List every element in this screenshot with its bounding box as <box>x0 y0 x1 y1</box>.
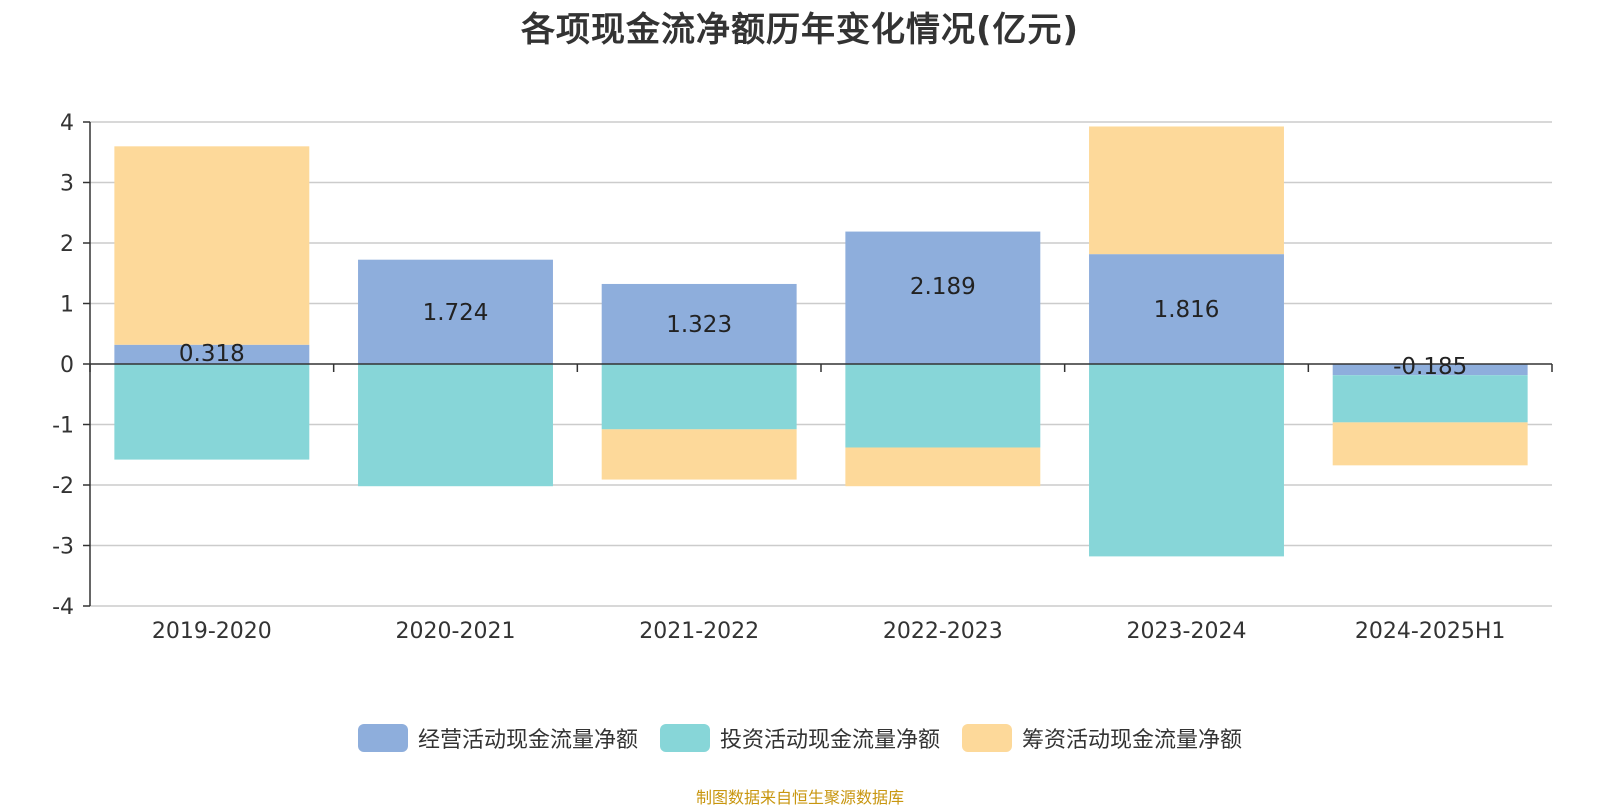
y-tick-label: -2 <box>52 474 74 499</box>
bar-series-2-4 <box>1089 126 1284 255</box>
data-label: 1.816 <box>1154 297 1220 323</box>
data-label: 2.189 <box>910 274 976 300</box>
y-tick-label: 0 <box>60 353 74 378</box>
bar-series-0-4 <box>1089 254 1284 364</box>
bar-series-1-2 <box>601 364 797 430</box>
legend-swatch <box>962 724 1012 752</box>
bar-series-2-3 <box>845 447 1041 487</box>
axes: -4 -3 -2 -1 0 1 2 3 4 <box>52 111 1553 620</box>
bar-series-1-3 <box>845 364 1041 448</box>
legend-item-0[interactable]: 经营活动现金流量净额 <box>357 722 638 754</box>
x-tick-label: 2023-2024 <box>1127 619 1247 644</box>
bar-series-1-5 <box>1332 375 1528 423</box>
bar-series-0-1 <box>358 259 553 364</box>
data-label: 1.724 <box>423 300 489 326</box>
y-tick-label: -4 <box>52 595 74 620</box>
legend: 经营活动现金流量净额 投资活动现金流量净额 筹资活动现金流量净额 <box>0 722 1600 754</box>
bar-series-1-1 <box>358 364 553 487</box>
y-tick-label: 1 <box>60 293 74 318</box>
bar-layer <box>114 126 1528 557</box>
x-tick-label: 2021-2022 <box>639 619 759 644</box>
data-label: -0.185 <box>1393 354 1467 380</box>
bar-series-0-5 <box>1332 364 1528 376</box>
bar-series-1-0 <box>114 364 310 460</box>
bar-series-2-5 <box>1332 422 1528 466</box>
legend-label: 筹资活动现金流量净额 <box>1022 728 1243 753</box>
y-tick-label: 3 <box>60 172 74 197</box>
bar-series-0-3 <box>845 231 1041 364</box>
legend-swatch <box>659 724 710 752</box>
grid-lines <box>90 121 1552 607</box>
chart-title: 各项现金流净额历年变化情况(亿元) <box>520 10 1080 50</box>
data-label: 1.323 <box>666 312 732 338</box>
legend-swatch <box>357 724 408 752</box>
legend-item-1[interactable]: 投资活动现金流量净额 <box>659 722 940 754</box>
data-labels: 2019-2020 2020-2021 2021-2022 2022-2023 2023… <box>152 274 1506 644</box>
y-tick-label: -3 <box>52 535 74 560</box>
bar-series-1-4 <box>1089 364 1284 557</box>
y-tick-label: 2 <box>60 232 74 257</box>
source-note: 制图数据来自恒生聚源数据库 <box>695 788 904 807</box>
bar-series-2-2 <box>601 429 797 480</box>
data-label: 0.318 <box>179 341 245 367</box>
bar-series-2-0 <box>114 146 310 345</box>
legend-item-2[interactable]: 筹资活动现金流量净额 <box>962 722 1242 754</box>
bar-series-0-0 <box>114 344 310 364</box>
y-tick-label: -1 <box>52 414 74 439</box>
x-tick-label: 2020-2021 <box>396 619 516 644</box>
y-tick-label: 4 <box>60 111 74 136</box>
x-tick-label: 2022-2023 <box>883 619 1003 644</box>
legend-label: 投资活动现金流量净额 <box>719 728 940 753</box>
bar-series-0-2 <box>601 283 797 364</box>
legend-label: 经营活动现金流量净额 <box>417 728 638 753</box>
x-tick-label: 2024-2025H1 <box>1355 619 1505 644</box>
x-tick-label: 2019-2020 <box>152 619 272 644</box>
